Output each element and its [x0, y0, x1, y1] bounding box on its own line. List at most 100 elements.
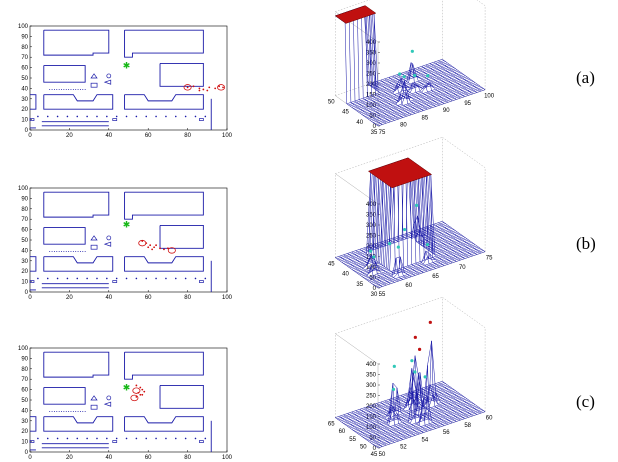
map-dot [65, 88, 67, 90]
map-room-lower-left [43, 94, 114, 110]
map-dot [96, 115, 98, 118]
x-tick-label: 40 [105, 133, 112, 139]
map-dot [37, 437, 39, 440]
map-room-lower-left [43, 416, 114, 432]
surface-mesh-line [341, 10, 449, 90]
surface-mesh-line [359, 409, 403, 440]
right-axis-tick-label: 70 [459, 265, 466, 271]
particle-point [206, 89, 209, 92]
map-dot [66, 277, 69, 280]
map-room-lower-right [124, 256, 204, 272]
map-room-top-right [124, 351, 204, 380]
particle-point [141, 388, 144, 391]
map-dot [79, 410, 81, 412]
map-dot [56, 115, 59, 118]
surface-mesh-line [384, 392, 428, 432]
map-dot [58, 250, 60, 252]
right-axis-tick-label: 90 [443, 108, 450, 114]
map-dot [66, 115, 69, 118]
map-dot [79, 88, 81, 90]
right-axis-tick-label: 65 [432, 274, 439, 280]
surface-peak-tip [403, 227, 407, 232]
surface-mesh-line [376, 80, 420, 113]
map-wall-left [30, 256, 37, 272]
map-dot [135, 277, 138, 280]
map-dot [76, 277, 79, 280]
x-tick-label: 80 [184, 295, 191, 301]
surface-mesh-line [359, 248, 403, 280]
surface-mesh-line [396, 368, 440, 428]
z-tick-label: 350 [366, 213, 377, 219]
map-dot [51, 410, 53, 412]
z-tick-label: 300 [366, 61, 377, 67]
surface-peak-tip [391, 387, 396, 392]
surface-mesh-line [364, 174, 472, 279]
map-dot [65, 250, 67, 252]
surface-box-edge [442, 137, 486, 168]
z-tick-label: 0 [373, 286, 377, 292]
y-tick-label: 60 [21, 388, 28, 394]
map-dot [86, 115, 88, 118]
z-tick-label: 300 [366, 383, 377, 389]
surface-mesh-line [401, 391, 445, 426]
z-tick-label: 350 [366, 373, 377, 379]
surface-box-edge [335, 0, 371, 12]
surface-mesh-line [442, 221, 486, 252]
map-obstacle [106, 235, 112, 241]
map-dot [37, 277, 39, 280]
map-room-top-left [43, 351, 110, 378]
map-dot [125, 277, 128, 280]
panel-b: 0 20 40 60 80 100 0 10 20 30 40 50 60 70 80 90 100 ✱ 0 50 10… [18, 137, 493, 301]
x-tick-label: 20 [66, 295, 73, 301]
y-tick-label: 70 [21, 377, 28, 383]
map-dot [204, 277, 207, 280]
particle-point [149, 244, 152, 247]
surface-mesh-line [429, 63, 473, 95]
left-axis-tick-label: 45 [371, 452, 378, 458]
surface-mesh-line [351, 251, 395, 283]
surface-mesh-line [384, 78, 428, 110]
map-dot [37, 115, 39, 118]
particle-point [214, 87, 217, 90]
map-obstacle [199, 118, 204, 121]
y-tick-label: 40 [21, 408, 28, 414]
map-dot [82, 410, 84, 412]
y-tick-label: 80 [21, 207, 28, 213]
y-tick-label: 30 [21, 97, 28, 103]
right-axis-tick-label: 52 [400, 445, 407, 451]
right-axis-tick-label: 55 [379, 292, 386, 298]
x-tick-label: 40 [105, 455, 112, 461]
map-plot: 0 20 40 60 80 100 0 10 20 30 40 50 60 70 80 90 100 ✱ [18, 24, 233, 139]
map-dot [77, 250, 79, 252]
map-dot [84, 410, 86, 412]
right-axis-tick-label: 60 [405, 283, 412, 289]
particle-cluster-circle [167, 247, 176, 254]
particle-point [198, 89, 201, 92]
map-obstacle [106, 73, 112, 79]
map-dot [56, 437, 59, 440]
y-tick-label: 80 [21, 367, 28, 373]
map-obstacle [90, 244, 98, 250]
map-obstacle [112, 440, 118, 443]
map-room-top-right [124, 29, 204, 58]
surface-peak-tip [413, 73, 417, 78]
y-tick-label: 90 [21, 34, 28, 40]
z-tick-label: 250 [366, 394, 377, 400]
surface-mesh-line [401, 62, 445, 104]
surface-mesh-line [335, 257, 379, 289]
map-axes-box [29, 25, 228, 131]
particle-point [186, 86, 189, 89]
map-dot [63, 250, 65, 252]
panel-label-b: (b) [576, 234, 596, 253]
map-dot [66, 437, 69, 440]
surface-peak-tip [396, 245, 400, 249]
map-dot [106, 115, 108, 118]
particle-cluster-circle [217, 84, 226, 91]
panel-a: 0 20 40 60 80 100 0 10 20 30 40 50 60 70 80 90 100 ✱ 0 50 10… [18, 0, 495, 139]
z-tick-label: 400 [366, 202, 377, 208]
map-dot [165, 437, 167, 440]
map-dot [49, 250, 51, 252]
surface-mesh-line [368, 84, 412, 116]
map-room-mid-right [159, 62, 204, 87]
